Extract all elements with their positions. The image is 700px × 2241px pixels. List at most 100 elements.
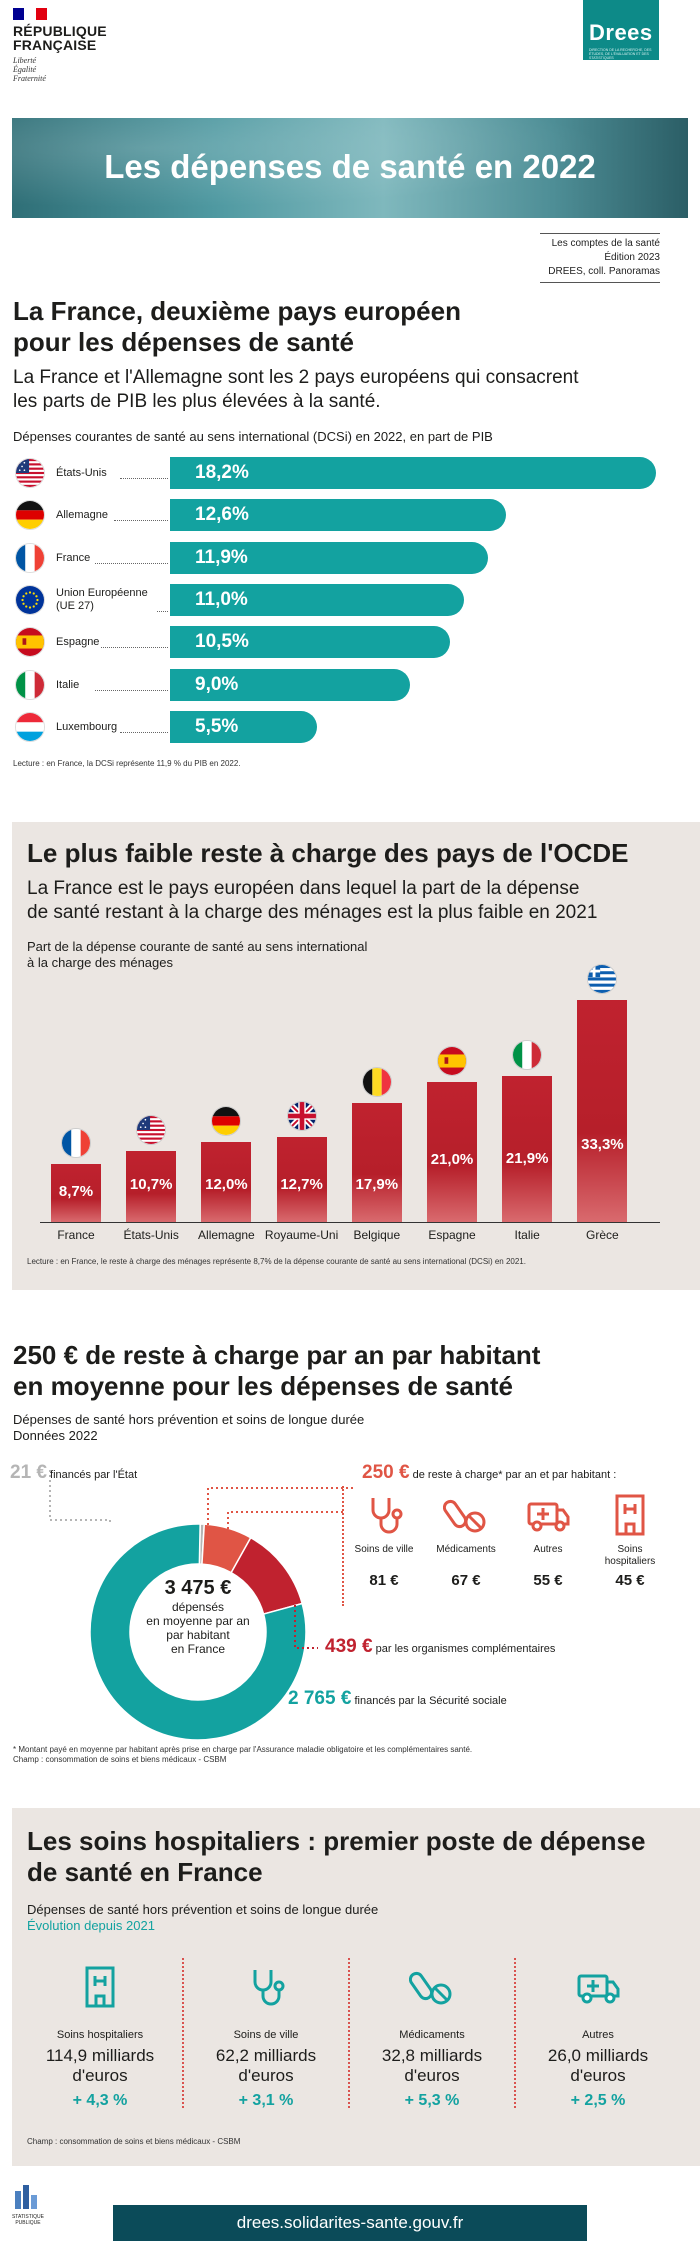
- dcsi-bar-label: Allemagne: [56, 509, 108, 522]
- ocde-bar: [577, 1000, 628, 1222]
- dcsi-label-line1: États-Unis: [56, 467, 107, 479]
- flag-gr-icon: [587, 964, 618, 994]
- donut-slice-securite-sociale: [89, 1523, 307, 1741]
- flag-fr-icon: [61, 1128, 91, 1158]
- ocde-category-label: Allemagne: [198, 1228, 255, 1242]
- ocde-category-label: Belgique: [353, 1228, 401, 1242]
- drees-logo: Drees DIRECTION DE LA RECHERCHE, DES ÉTU…: [583, 0, 659, 60]
- flag-us-icon: [15, 458, 45, 488]
- rac-service-name: Soins hospitaliers: [604, 1544, 656, 1567]
- dcsi-leader-dots: [95, 689, 168, 691]
- dcsi-label-line1: Luxembourg: [56, 720, 118, 733]
- dcsi-chart-caption: Dépenses courantes de santé au sens inte…: [13, 429, 493, 444]
- rac-service-card: Soins de ville 81 €: [348, 1492, 420, 1589]
- center-amount: 3 475 €: [164, 1577, 232, 1599]
- section4-sub: Dépenses de santé hors prévention et soi…: [27, 1902, 379, 1917]
- ssp-logo-icon: [15, 2185, 37, 2209]
- stethoscope-icon: [243, 1964, 289, 2010]
- section-reste-a-charge: 250 € de reste à charge par an par habit…: [13, 1340, 673, 1444]
- hospital-card-separator: [182, 1958, 184, 2108]
- dcsi-bar-value: 11,9%: [195, 546, 248, 568]
- section3-note2: Champ : consommation de soins et biens m…: [13, 1755, 227, 1764]
- rac-service-value: 67 €: [451, 1572, 481, 1589]
- dcsi-label-line1: Espagne: [56, 636, 100, 649]
- ocde-bar-value: 33,3%: [581, 1136, 624, 1154]
- ocde-category-label: Espagne: [428, 1228, 476, 1242]
- dcsi-bar: [170, 541, 488, 574]
- rac-amount: 250 €: [362, 1462, 410, 1483]
- ssp-line1: STATISTIQUE: [11, 2214, 45, 2220]
- section-ocde: Le plus faible reste à charge des pays d…: [27, 838, 677, 971]
- ambulance-icon: [575, 1964, 621, 2010]
- rac-label-row: 250 € de reste à charge* par an et par h…: [362, 1462, 616, 1484]
- hospital-card: Médicaments 32,8 milliards d'euros + 5,3 %: [352, 1964, 512, 2110]
- hospital-card-amount-v1: 114,9 milliards: [45, 2046, 155, 2065]
- rac-service-name: Autres: [533, 1544, 563, 1555]
- republique-logo: RÉPUBLIQUE FRANÇAISE Liberté Égalité Fra…: [13, 8, 107, 83]
- section2-lead-line1: La France est le pays européen dans lequ…: [27, 878, 580, 899]
- dcsi-leader-dots: [101, 647, 168, 649]
- dcsi-bar-value: 12,6%: [195, 504, 249, 526]
- section1-lead-line2: les parts de PIB les plus élevées à la s…: [13, 391, 381, 412]
- source-line1: Les comptes de la santé: [551, 238, 660, 249]
- section3-note1: * Montant payé en moyenne par habitant a…: [13, 1745, 473, 1754]
- page-title: Les dépenses de santé en 2022: [104, 148, 596, 185]
- rac-services: Soins de ville 81 € Médicaments 67 € Autres 5…: [342, 1486, 676, 1612]
- ocde-category-label: États-Unis: [123, 1228, 179, 1242]
- drees-website-link[interactable]: drees.solidarites-sante.gouv.fr: [113, 2205, 587, 2241]
- ocde-bar: [276, 1137, 327, 1222]
- ocde-bar: [427, 1082, 477, 1222]
- dcsi-bar-value: 18,2%: [195, 462, 249, 483]
- section1-title-line2: pour les dépenses de santé: [13, 327, 355, 357]
- hospital-card-evolution: + 5,3 %: [404, 2092, 460, 2109]
- ocde-bar: [201, 1142, 252, 1222]
- section-hospital-panel: [12, 1808, 700, 2166]
- flag-it-icon: [15, 669, 45, 700]
- hospital-card-separator: [514, 1958, 516, 2108]
- ambulance-icon: [525, 1492, 571, 1538]
- source-block: Les comptes de la santé Édition 2023 DRE…: [540, 233, 660, 283]
- state-label-row: 21 € financés par l'État: [10, 1462, 137, 1484]
- ocde-category-label: France: [57, 1228, 95, 1242]
- dcsi-bar-value: 5,5%: [195, 715, 239, 737]
- oc-label: par les organismes complémentaires: [375, 1643, 556, 1655]
- dcsi-label-line1: France: [56, 551, 91, 564]
- section4-title-line2: de santé en France: [27, 1857, 263, 1887]
- ocde-bar-value: 8,7%: [58, 1183, 94, 1200]
- hospital-icon: [607, 1492, 653, 1538]
- dcsi-bar-label: France: [56, 552, 90, 565]
- source-line3: DREES, coll. Panoramas: [548, 266, 660, 277]
- ocde-bar-value: 10,7%: [129, 1176, 173, 1194]
- dcsi-label-line2: (UE 27): [56, 599, 94, 612]
- hospital-card: Soins hospitaliers 114,9 milliards d'euros…: [20, 1964, 180, 2110]
- pills-icon: [408, 1964, 455, 2010]
- statistique-publique-logo: STATISTIQUE PUBLIQUE: [8, 2183, 48, 2226]
- hospital-card: Autres 26,0 milliards d'euros + 2,5 %: [518, 1964, 678, 2110]
- dcsi-leader-dots: [95, 562, 168, 564]
- dcsi-bar: [170, 710, 317, 743]
- dcsi-bar-label: Union Européenne (UE 27): [56, 587, 148, 613]
- ssp-line2: PUBLIQUE: [15, 2220, 41, 2226]
- rac-service-name: Médicaments: [436, 1544, 496, 1555]
- dcsi-bar: [170, 626, 451, 659]
- ocde-bar: [502, 1076, 553, 1222]
- center-line1: dépensés: [171, 1600, 225, 1614]
- ocde-bar: [126, 1150, 177, 1222]
- flag-es-icon: [437, 1046, 467, 1076]
- flag-uk-icon: [286, 1101, 317, 1132]
- drees-logo-name: Drees: [589, 20, 653, 45]
- drees-logo-subtitle: DIRECTION DE LA RECHERCHE, DES ÉTUDES, D…: [589, 48, 652, 60]
- ocde-category-label: Grèce: [586, 1228, 619, 1242]
- flag-fr-icon: [15, 542, 45, 573]
- ocde-bar-value: 17,9%: [355, 1176, 399, 1193]
- section1-lead-line1: La France et l'Allemagne sont les 2 pays…: [13, 367, 579, 388]
- source-line2: Édition 2023: [604, 252, 660, 263]
- hospital-card-amount-v2: d'euros: [404, 2066, 460, 2085]
- hospital-card-evolution: + 2,5 %: [570, 2092, 626, 2109]
- hospital-card-name: Autres: [582, 2029, 614, 2041]
- ocde-bar-value: 21,0%: [430, 1150, 474, 1168]
- hospital-card-name: Médicaments: [399, 2029, 465, 2041]
- dcsi-label-line1: Allemagne: [56, 509, 108, 522]
- hospital-card-amount-v2: d'euros: [570, 2066, 626, 2085]
- dcsi-row: Allemagne 12,6%: [15, 499, 685, 532]
